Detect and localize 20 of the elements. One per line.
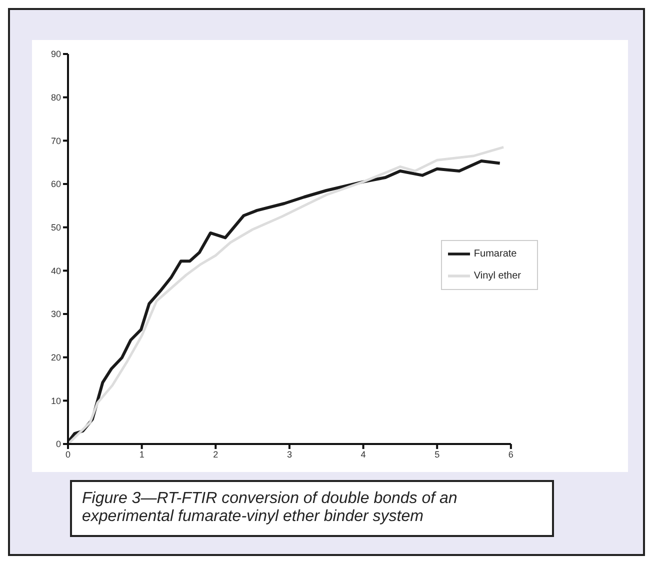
y-tick-label: 0 <box>56 439 61 450</box>
caption: Figure 3—RT-FTIR conversion of double bonds of an experimental fumarate-vinyl ether binder system <box>82 490 458 527</box>
legend-label: Vinyl ether <box>474 270 521 282</box>
x-tick-label: 6 <box>508 449 514 460</box>
y-tick-label: 20 <box>50 352 61 363</box>
x-tick-label: 0 <box>65 449 71 460</box>
x-tick-label: 5 <box>434 449 440 460</box>
y-tick-label: 50 <box>50 222 61 233</box>
y-tick-label: 30 <box>50 309 61 320</box>
y-tick-label: 40 <box>50 266 61 276</box>
y-tick-label: 70 <box>50 136 61 146</box>
x-tick-label: 3 <box>286 449 292 460</box>
y-tick-label: 80 <box>50 92 61 103</box>
legend-label: Fumarate <box>474 248 517 260</box>
y-tick-label: 10 <box>50 396 61 406</box>
x-tick-label: 1 <box>139 449 144 460</box>
x-tick-label: 4 <box>360 449 366 460</box>
y-tick-label: 90 <box>50 49 61 60</box>
y-tick-label: 60 <box>50 179 61 190</box>
x-tick-label: 2 <box>213 449 218 460</box>
